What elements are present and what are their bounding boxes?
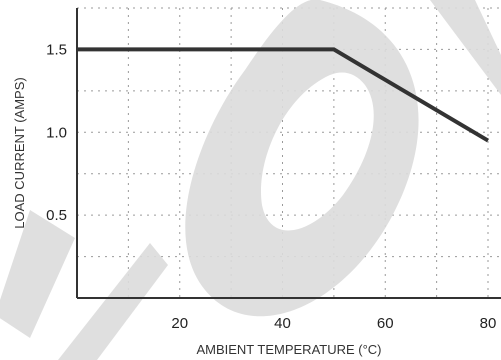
x-tick-label: 20	[171, 315, 188, 332]
y-tick-label: 1.5	[46, 41, 67, 58]
x-tick-label: 60	[377, 315, 394, 332]
watermark-stroke-left	[0, 210, 75, 338]
y-tick-label: 0.5	[46, 207, 67, 224]
axes	[76, 8, 501, 299]
watermark-stroke-lower	[58, 243, 168, 360]
x-tick-label: 40	[274, 315, 291, 332]
watermark-ring	[185, 0, 419, 317]
y-tick-labels: 0.5 1.0 1.5	[46, 41, 67, 224]
load-current-line	[77, 47, 490, 143]
watermark-stroke-right	[430, 0, 501, 95]
y-axis-title: LOAD CURRENT (AMPS)	[12, 77, 27, 228]
y-tick-label: 1.0	[46, 124, 67, 141]
x-tick-label: 80	[480, 315, 497, 332]
x-axis-title: AMBIENT TEMPERATURE (°C)	[196, 342, 381, 357]
x-tick-labels: 20 40 60 80	[171, 315, 496, 332]
